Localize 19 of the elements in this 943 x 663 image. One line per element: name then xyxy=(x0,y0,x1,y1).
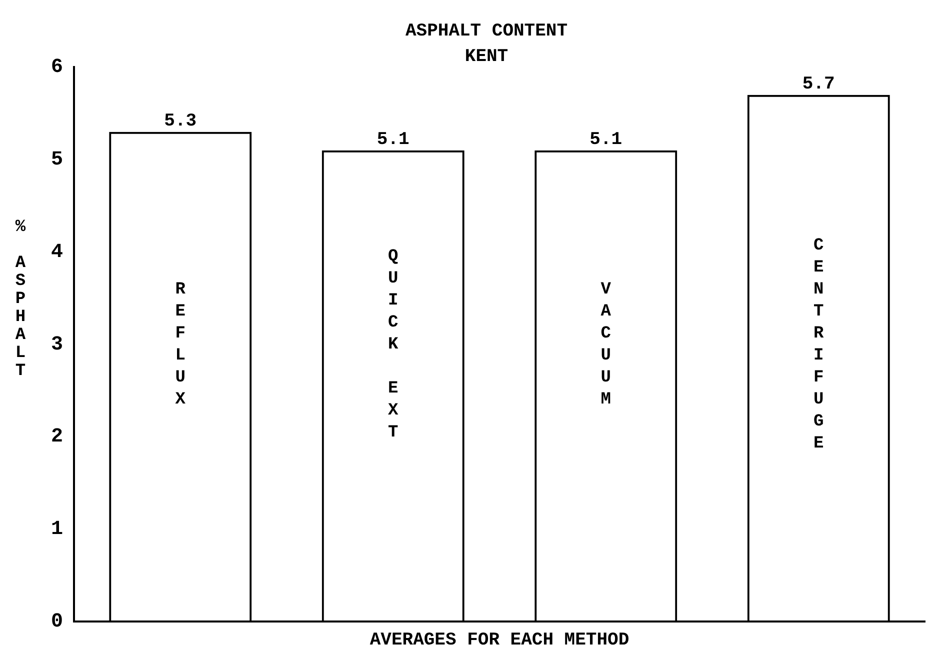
y-tick-label: 3 xyxy=(50,333,63,356)
data-label: 5.1 xyxy=(590,130,622,150)
category-label: QUICK EXT xyxy=(388,248,398,443)
y-axis-title: % ASPHALT xyxy=(10,218,30,380)
y-tick-label: 1 xyxy=(50,518,63,542)
data-label: 5.1 xyxy=(376,130,410,150)
chart-title: ASPHALT CONTENT xyxy=(405,21,568,42)
y-tick-label: 5 xyxy=(50,148,63,172)
y-tick-label: 6 xyxy=(50,56,63,80)
y-tick-label: 4 xyxy=(50,240,63,264)
x-tick-label: REFLUX xyxy=(175,280,186,410)
data-label: 5.7 xyxy=(802,74,835,94)
chart-subtitle: KENT xyxy=(464,46,508,67)
y-tick-label: 0 xyxy=(50,610,63,634)
x-tick-label: VACUUM xyxy=(600,280,612,410)
y-tick-label: 2 xyxy=(50,426,63,449)
x-axis-title: AVERAGES FOR EACH METHOD xyxy=(370,630,630,651)
category-label: CENTRIFUGE xyxy=(814,236,824,454)
data-label: 5.3 xyxy=(164,111,197,132)
